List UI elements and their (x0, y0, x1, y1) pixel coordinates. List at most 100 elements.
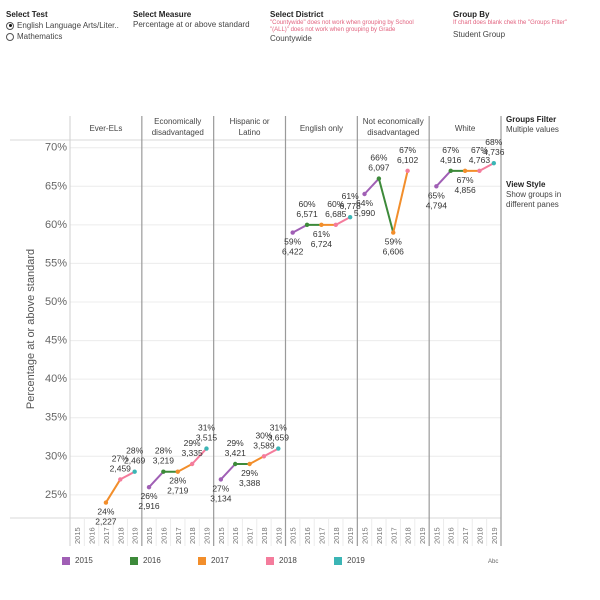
data-point-2018 (405, 168, 410, 174)
data-point-2018 (189, 461, 195, 467)
legend-item-2017[interactable]: 2017 (198, 556, 266, 565)
measure-filter-value[interactable]: Percentage at or above standard (133, 20, 250, 29)
group-by-title: Group By (453, 10, 490, 19)
data-label-count: 4,794 (426, 200, 448, 210)
legend-item-2016[interactable]: 2016 (130, 556, 198, 565)
data-label-pct: 26% (141, 491, 158, 501)
data-point-2016 (304, 222, 310, 228)
data-label-pct: 67% (442, 145, 459, 155)
pane-header: Not economically (363, 117, 424, 126)
series-segment-2018 (119, 470, 136, 481)
x-tick-label: 2017 (246, 527, 255, 544)
data-label-pct: 31% (198, 423, 215, 433)
data-label-count: 4,763 (469, 155, 491, 165)
data-label-pct: 30% (255, 430, 272, 440)
legend-label-2015: 2015 (75, 556, 93, 565)
legend: 2015 2016 2017 2018 2019 (62, 556, 402, 565)
data-label-pct: 68% (485, 137, 502, 147)
x-tick-label: 2017 (461, 527, 470, 544)
data-point-2019 (276, 446, 281, 451)
test-option-math[interactable]: Mathematics (6, 31, 119, 42)
data-label-count: 3,659 (268, 433, 290, 443)
radio-selected-icon[interactable] (6, 21, 14, 30)
data-label-count: 5,990 (354, 208, 376, 218)
legend-abc-label: Abc (488, 559, 499, 565)
data-label-pct: 27% (212, 483, 229, 493)
data-label-count: 6,097 (368, 163, 390, 173)
pane-header: English only (300, 124, 343, 133)
legend-item-2015[interactable]: 2015 (62, 556, 130, 565)
data-label-count: 3,134 (210, 493, 232, 503)
data-point-2017 (175, 469, 180, 474)
data-label-count: 3,335 (181, 448, 203, 458)
data-point-2015 (362, 191, 367, 197)
data-label-count: 3,515 (196, 433, 218, 443)
y-tick-label: 65% (45, 180, 67, 192)
data-label-pct: 28% (155, 446, 172, 456)
x-tick-label: 2017 (389, 527, 398, 544)
x-tick-label: 2018 (475, 527, 484, 544)
x-tick-label: 2018 (188, 527, 197, 544)
group-by-value[interactable]: Student Group (453, 30, 506, 39)
x-tick-label: 2017 (174, 527, 183, 544)
data-point-2019 (204, 446, 209, 451)
data-point-2019 (347, 214, 353, 220)
data-label-count: 6,778 (340, 201, 362, 211)
groups-filter-value[interactable]: Multiple values (506, 125, 559, 134)
x-tick-label: 2015 (145, 527, 154, 544)
test-option-ela[interactable]: English Language Arts/Liter.. (6, 20, 119, 31)
groups-filter-title: Groups Filter (506, 115, 557, 124)
data-label-count: 6,685 (325, 209, 347, 219)
data-point-2018 (261, 454, 267, 459)
legend-swatch-2017 (198, 556, 206, 565)
data-point-2016 (448, 168, 453, 174)
legend-label-2019: 2019 (347, 556, 365, 565)
view-style-value-1[interactable]: Show groups in (506, 190, 562, 199)
x-tick-label: 2019 (274, 527, 283, 544)
test-option-label: Mathematics (17, 31, 63, 41)
pane-header: Latino (239, 128, 261, 137)
x-tick-label: 2015 (73, 527, 82, 544)
view-style-value-2[interactable]: different panes (506, 200, 559, 209)
x-tick-label: 2016 (88, 527, 97, 544)
data-label-count: 6,571 (296, 209, 318, 219)
data-label-pct: 67% (399, 145, 416, 155)
data-label-count: 3,421 (225, 448, 247, 458)
data-label-count: 6,606 (383, 247, 405, 257)
radio-unselected-icon[interactable] (6, 32, 14, 41)
series-segment-2017 (248, 455, 265, 465)
legend-item-2019[interactable]: 2019 (334, 556, 402, 565)
y-tick-label: 40% (45, 373, 67, 385)
data-label-pct: 28% (169, 476, 186, 486)
data-label-pct: 31% (270, 423, 287, 433)
x-tick-label: 2015 (217, 527, 226, 544)
data-point-2015 (434, 184, 439, 189)
legend-item-2018[interactable]: 2018 (266, 556, 334, 565)
test-filter-title: Select Test (6, 10, 48, 19)
x-tick-label: 2019 (418, 527, 427, 544)
x-tick-label: 2015 (361, 527, 370, 544)
x-tick-label: 2017 (102, 527, 111, 544)
series-segment-2015 (148, 470, 165, 489)
data-label-pct: 61% (342, 191, 359, 201)
data-point-2017 (462, 168, 468, 174)
data-label-count: 6,422 (282, 247, 304, 257)
series-segment-2015 (291, 223, 309, 234)
y-tick-label: 55% (45, 257, 67, 269)
group-by-note: If chart does blank chek the "Groups Fil… (453, 20, 567, 26)
series-segment-2015 (219, 463, 237, 481)
y-tick-label: 50% (45, 296, 67, 308)
pane-header: Ever-ELs (89, 124, 122, 133)
x-tick-label: 2016 (231, 527, 240, 544)
legend-label-2018: 2018 (279, 556, 297, 565)
group-by-filter: Group By If chart does blank chek the "G… (453, 10, 593, 40)
data-label-pct: 60% (299, 199, 316, 209)
legend-swatch-2015 (62, 556, 70, 565)
district-filter-value[interactable]: Countywide (270, 34, 312, 43)
data-label-pct: 29% (241, 468, 258, 478)
data-point-2017 (247, 461, 252, 467)
x-tick-label: 2015 (289, 527, 298, 544)
x-tick-label: 2016 (159, 527, 168, 544)
data-point-2018 (477, 168, 482, 174)
data-label-count: 3,388 (239, 478, 261, 488)
